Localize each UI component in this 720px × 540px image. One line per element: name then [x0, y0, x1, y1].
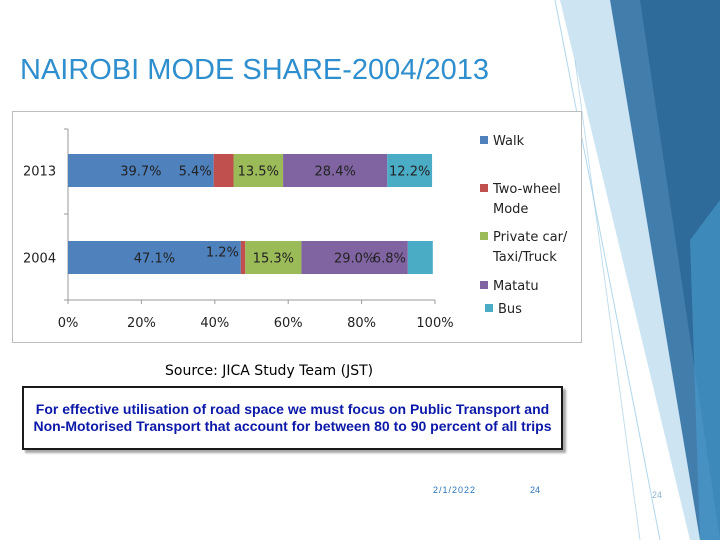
category-label: 2004 [23, 252, 56, 267]
legend-swatch [480, 136, 488, 144]
data-label: 13.5% [238, 165, 279, 180]
data-label: 5.4% [179, 165, 212, 180]
data-label: 15.3% [253, 252, 294, 267]
x-tick-label: 20% [127, 316, 156, 331]
x-tick-label: 80% [347, 316, 376, 331]
data-label: 39.7% [120, 165, 161, 180]
bar-segment [68, 154, 214, 187]
bar-segment [407, 241, 433, 274]
x-tick-label: 0% [58, 316, 79, 331]
category-label: 2013 [23, 165, 56, 180]
note-box: For effective utilisation of road space … [22, 386, 563, 450]
data-label: 28.4% [315, 165, 356, 180]
bar-segment [301, 241, 408, 274]
x-tick-label: 60% [274, 316, 303, 331]
legend-swatch [480, 232, 488, 240]
data-label: 12.2% [389, 165, 430, 180]
data-label: 1.2% [206, 246, 239, 261]
legend-label: Walk [493, 134, 525, 149]
mode-share-chart: 0% 20% 40% 60% 80% 100% 2013 39.7% 5.4% 13.5% 28.4… [23, 128, 568, 331]
legend-label: Bus [498, 302, 522, 317]
x-tick-label: 40% [200, 316, 229, 331]
legend-label: Two-wheel Mode [492, 182, 561, 217]
footer-page-number: 24 [530, 485, 541, 495]
source-caption: Source: JICA Study Team (JST) [165, 363, 374, 379]
bar-segment [233, 154, 284, 187]
footer-page-number-faded: 24 [652, 490, 663, 500]
legend-swatch [480, 184, 488, 192]
slide-title: NAIROBI MODE SHARE-2004/2013 [20, 54, 490, 86]
data-label: 29.0% [334, 252, 375, 267]
bar-segment [68, 241, 241, 274]
legend-swatch [480, 281, 488, 289]
x-tick-label: 100% [416, 316, 453, 331]
data-label: 47.1% [134, 252, 175, 267]
note-text: For effective utilisation of road space … [33, 401, 552, 434]
bar-segment [283, 154, 388, 187]
bar-segment [213, 154, 234, 187]
footer-date: 2/1/2022 [433, 485, 477, 495]
bar-segment [387, 154, 433, 187]
bar-segment [245, 241, 302, 274]
legend-label: Matatu [493, 279, 539, 294]
legend-label: Private car/Taxi/Truck [492, 230, 568, 265]
data-label: 6.8% [373, 252, 406, 267]
bar-segment [240, 241, 246, 274]
legend-swatch [485, 304, 493, 312]
